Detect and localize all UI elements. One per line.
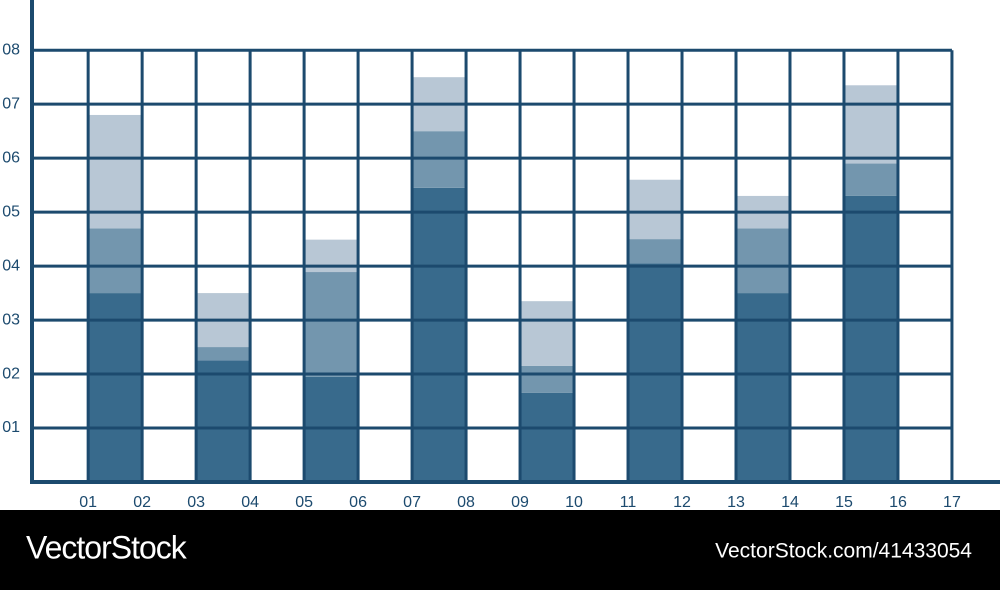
y-tick-label: 04 [2, 257, 20, 274]
y-tick-label: 05 [2, 203, 20, 220]
bar-segment [628, 179, 683, 240]
y-tick-label: 03 [2, 311, 20, 328]
x-tick-label: 11 [620, 494, 637, 511]
x-tick-label: 03 [187, 494, 205, 511]
x-tick-label: 09 [511, 494, 529, 511]
bar-segment [520, 301, 575, 366]
y-tick-label: 06 [2, 149, 20, 166]
bar-segment [196, 347, 251, 361]
bar-segment [736, 293, 790, 482]
y-tick-label: 08 [2, 41, 20, 58]
watermark-band [0, 510, 1000, 590]
bar-segment [843, 195, 898, 482]
bar-segment [736, 228, 790, 294]
x-tick-label: 12 [673, 494, 691, 511]
x-tick-label: 01 [79, 494, 97, 511]
bar-segment [88, 228, 143, 294]
y-tick-label: 01 [2, 419, 20, 436]
bar-segment [88, 293, 143, 482]
grid [30, 0, 1000, 484]
x-tick-label: 10 [565, 494, 583, 511]
x-tick-label: 05 [295, 494, 313, 511]
bar-segment [843, 163, 898, 196]
x-tick-label: 14 [781, 494, 799, 511]
bar-segment [520, 365, 575, 393]
x-tick-label: 15 [835, 494, 853, 511]
bar-segment [196, 360, 251, 482]
x-tick-label: 02 [133, 494, 151, 511]
x-tick-label: 06 [349, 494, 367, 511]
x-tick-label: 07 [403, 494, 421, 511]
x-tick-label: 08 [457, 494, 475, 511]
y-tick-label: 02 [2, 365, 20, 382]
x-tick-label: 16 [889, 494, 907, 511]
bar-segment [412, 187, 467, 482]
bar-segment [88, 114, 143, 229]
x-tick-label: 13 [727, 494, 745, 511]
watermark-brand: VectorStock [26, 529, 188, 565]
bar-segment [843, 85, 898, 164]
bars [88, 77, 898, 482]
watermark-id: VectorStock.com/41433054 [715, 540, 972, 563]
y-tick-label: 07 [2, 95, 20, 112]
x-tick-label: 17 [943, 494, 961, 511]
x-tick-label: 04 [241, 494, 259, 511]
bar-segment [304, 272, 359, 377]
bar-segment [520, 392, 575, 482]
bar-segment [628, 239, 683, 264]
